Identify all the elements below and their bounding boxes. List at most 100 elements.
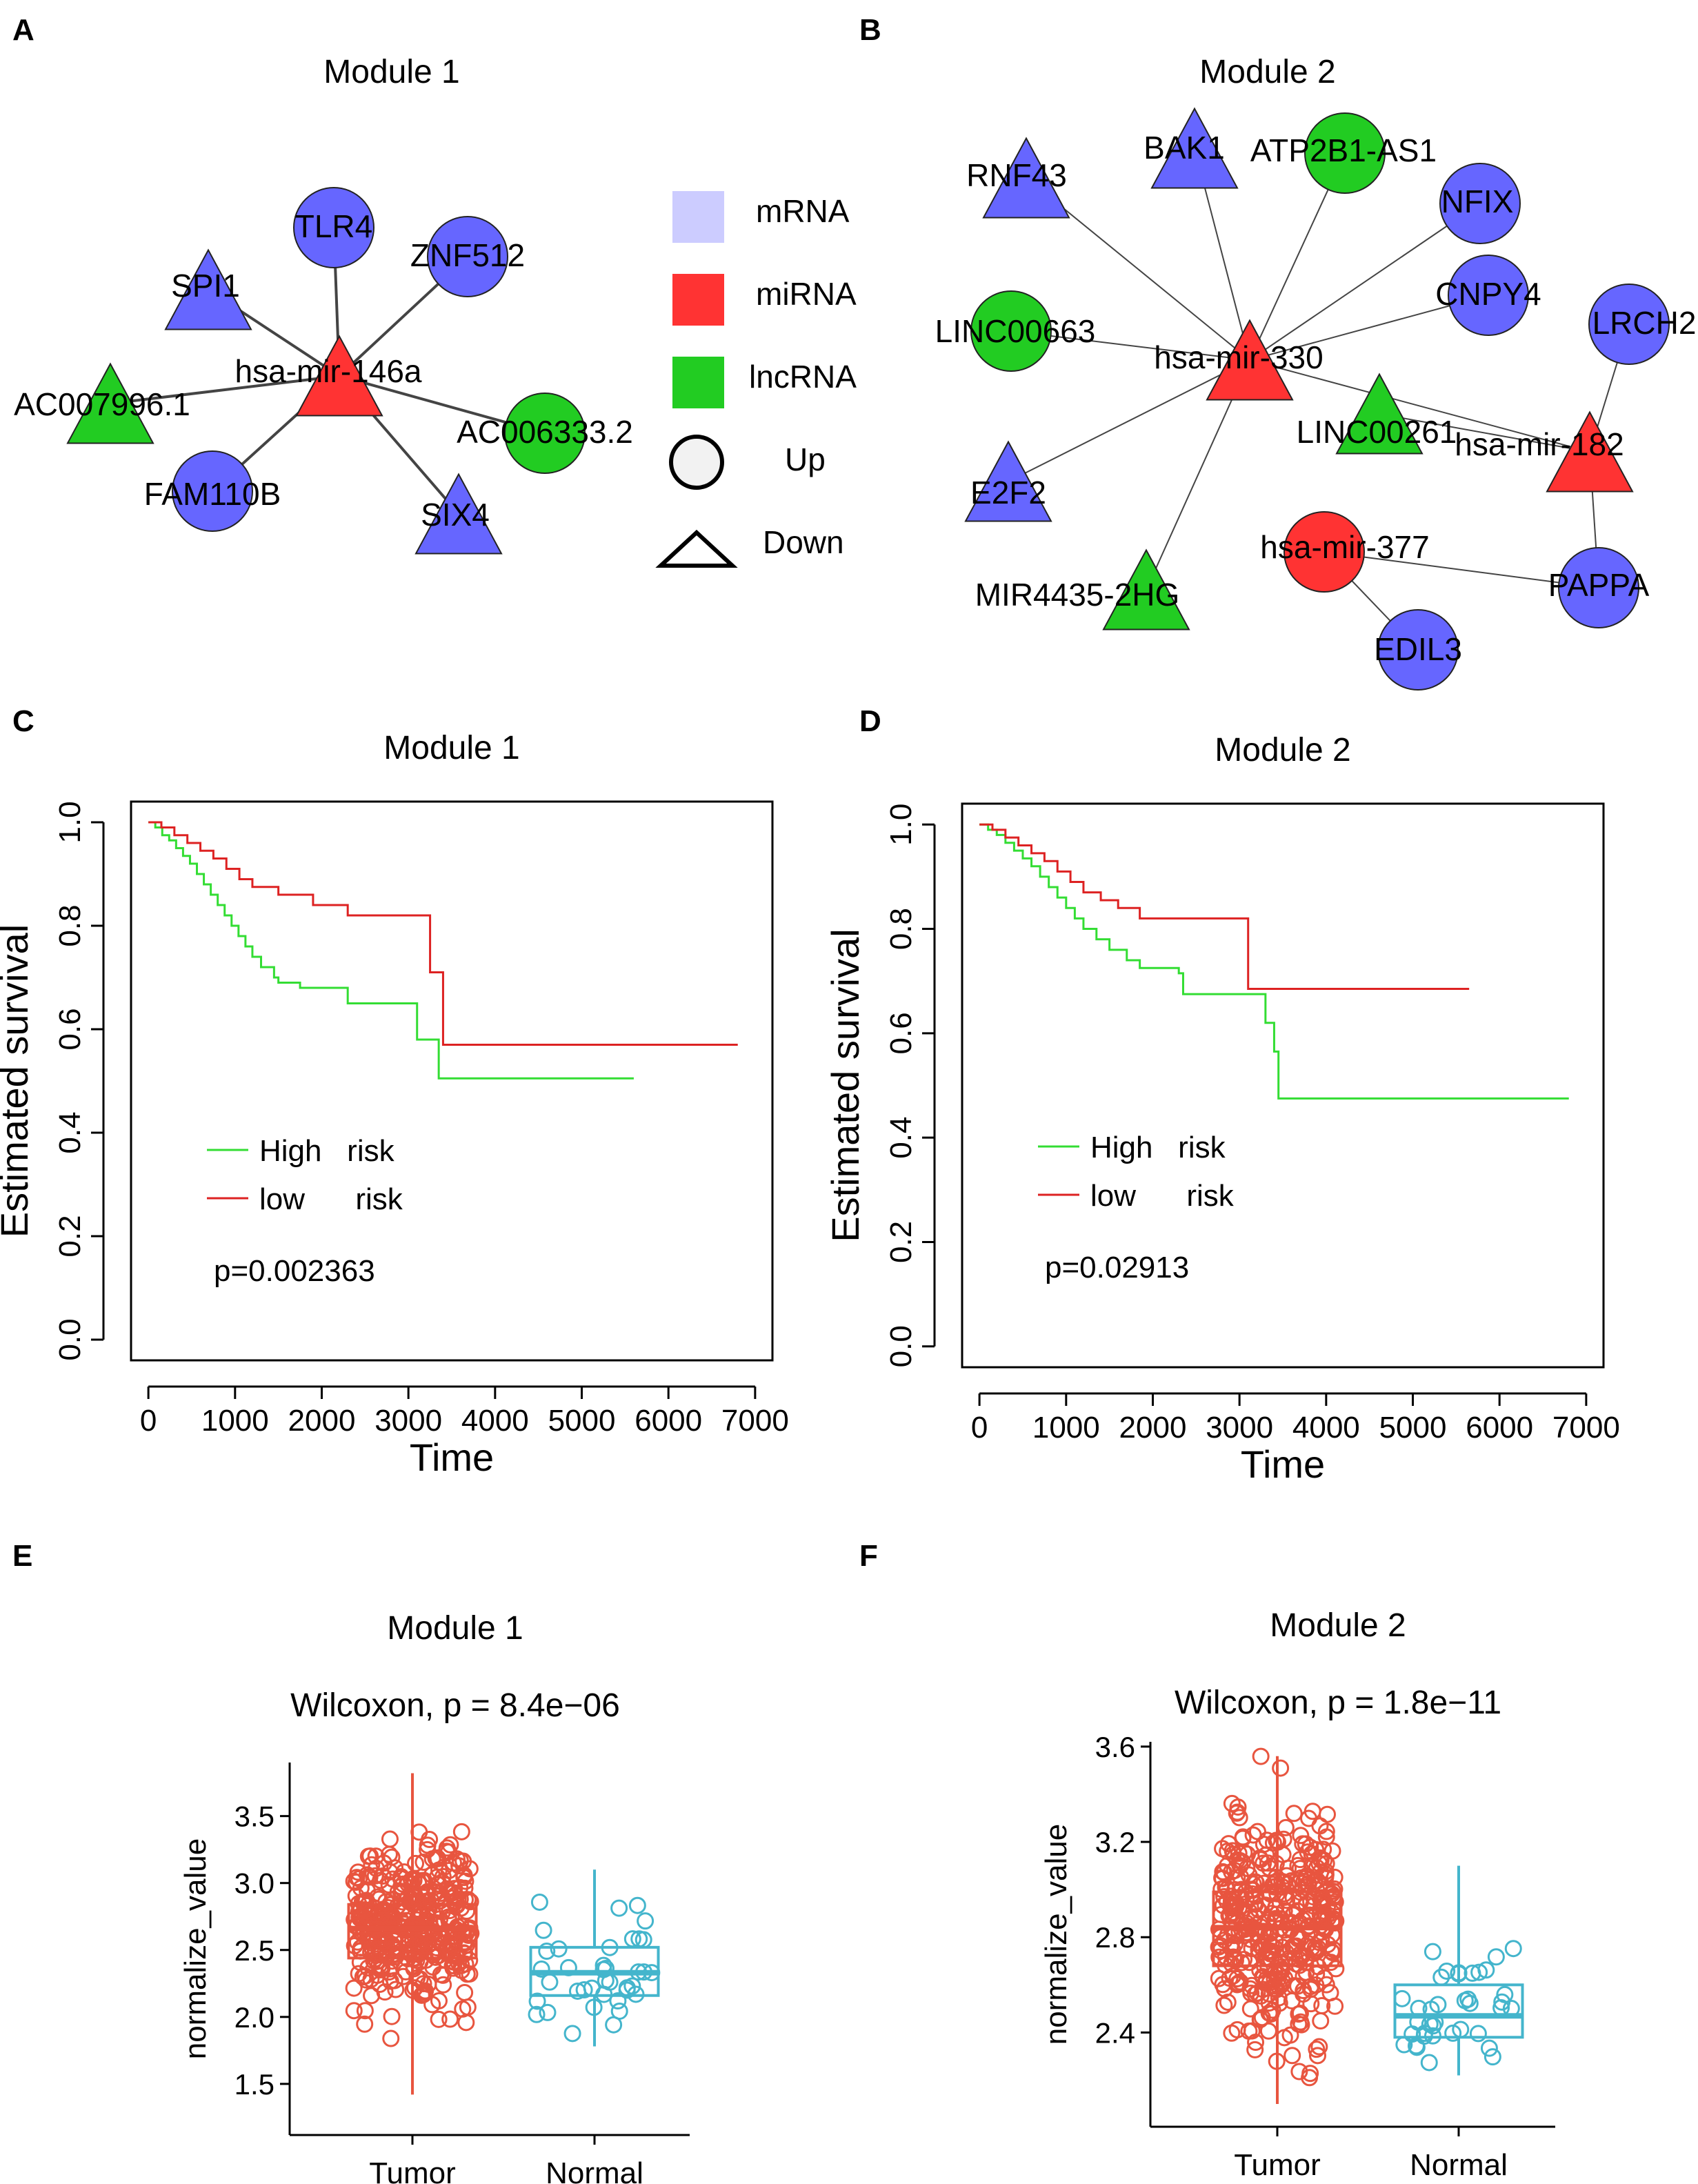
data-point-tumor (386, 1972, 403, 1989)
node-e2f2-triangle (964, 440, 1052, 522)
data-point-tumor (392, 1878, 410, 1896)
edge-hsa-mir-330-hsa-mir-182 (1249, 359, 1590, 453)
data-point-tumor (1307, 1840, 1325, 1858)
data-point-tumor (1257, 1896, 1275, 1914)
data-point-tumor (1257, 1949, 1275, 1967)
legend-label-high-risk: High risk (259, 1134, 395, 1168)
legend-lncrna-swatch (672, 357, 724, 408)
data-point-tumor (1255, 1854, 1272, 1872)
data-point-normal (595, 1960, 612, 1978)
data-point-tumor (1295, 1872, 1313, 1890)
data-point-tumor (1317, 1907, 1335, 1925)
data-point-tumor (368, 1931, 386, 1949)
data-point-tumor (347, 1887, 365, 1905)
data-point-tumor (1308, 2041, 1326, 2058)
x-tick-label: 2000 (288, 1404, 356, 1438)
node-fam110b-circle (172, 450, 253, 532)
data-point-tumor (1217, 1948, 1235, 1966)
x-tick-label: 3000 (1206, 1411, 1273, 1445)
y-tick-label: 0.0 (53, 1318, 87, 1360)
node-label-lrch2: LRCH2 (1592, 305, 1697, 341)
data-point-tumor (1313, 1996, 1331, 2014)
data-point-normal (1424, 1943, 1441, 1960)
survival-plot-module-1: Module 1 0 1000 2000 3000 4000 5000 6000 7000 Tim… (0, 730, 789, 1479)
node-linc00261-triangle (1335, 373, 1424, 455)
y-tick-label: 0.6 (884, 1012, 918, 1054)
boxplot-module-1: Module 1 Wilcoxon, p = 8.4e−06 1.5 2.0 2.5 3.… (179, 1610, 690, 2184)
plot-frame (961, 802, 1605, 1369)
data-point-tumor (1250, 1934, 1268, 1952)
y-tick-label: 0.6 (53, 1008, 87, 1050)
panel-a-title: Module 1 (323, 54, 459, 90)
legend-label-high-risk: High risk (1090, 1131, 1226, 1164)
data-point-tumor (1281, 2026, 1299, 2044)
points-normal (528, 1893, 661, 2043)
x-tick-label: 4000 (1292, 1411, 1360, 1445)
data-point-tumor (412, 1986, 430, 2004)
edge-hsa-mir-377-pappa (1324, 551, 1599, 588)
data-point-tumor (1308, 1872, 1326, 1889)
data-point-tumor (1252, 1937, 1270, 1955)
survival-legend: High risk low risk (1038, 1131, 1235, 1213)
data-point-tumor (419, 1836, 437, 1854)
data-point-tumor (459, 1998, 477, 2016)
node-linc00663-circle (970, 290, 1052, 372)
legend-mirna-swatch (672, 274, 724, 326)
data-point-tumor (441, 1936, 459, 1954)
data-point-normal (1477, 1961, 1495, 1979)
data-point-tumor (1268, 1831, 1286, 1849)
data-point-tumor (367, 1847, 385, 1865)
y-axis-title: Estimated survival (0, 924, 36, 1238)
x-tick-label: 2000 (1119, 1411, 1187, 1445)
data-point-tumor (1290, 1951, 1308, 1969)
km-curve-low-risk (148, 821, 738, 1046)
data-point-normal (528, 2005, 546, 2023)
node-label-edil3: EDIL3 (1374, 631, 1462, 667)
node-label-rnf43: RNF43 (966, 157, 1067, 193)
data-point-tumor (363, 1856, 381, 1874)
data-point-tumor (1243, 2022, 1261, 2040)
data-point-tumor (446, 1892, 464, 1910)
km-curve-high-risk (148, 821, 634, 1080)
node-mir4435-2hg-triangle (1102, 548, 1190, 631)
data-point-tumor (1267, 1898, 1285, 1916)
data-point-tumor (356, 1900, 374, 1918)
data-point-tumor (1252, 1987, 1270, 2005)
data-point-tumor (1290, 1946, 1308, 1964)
data-point-tumor (1243, 1881, 1261, 1899)
data-point-normal (528, 1992, 546, 2010)
node-label-linc00663: LINC00663 (935, 313, 1096, 349)
node-edil3-circle (1377, 609, 1459, 691)
data-point-tumor (1270, 1994, 1288, 2012)
data-point-normal (635, 1931, 652, 1949)
node-label-linc00261: LINC00261 (1297, 414, 1457, 450)
y-tick-label: 0.0 (884, 1325, 918, 1367)
y-tick-label: 1.5 (234, 2068, 274, 2101)
y-tick-label: 0.4 (53, 1111, 87, 1153)
x-tick-label-tumor: Tumor (1234, 2148, 1321, 2182)
data-point-tumor (1216, 1931, 1234, 1949)
data-point-tumor (1220, 1907, 1238, 1925)
y-axis-title: Estimated survival (823, 929, 867, 1242)
data-point-tumor (1319, 1897, 1337, 1915)
legend-mrna-swatch (672, 191, 724, 243)
data-point-tumor (1284, 2047, 1301, 2065)
x-tick-label: 3000 (374, 1404, 442, 1438)
data-point-tumor (377, 1931, 395, 1949)
data-point-tumor (350, 1870, 368, 1888)
boxplot-title: Module 1 (387, 1610, 523, 1647)
data-point-tumor (1307, 1976, 1325, 1994)
node-label-hsa-mir-330: hsa-mir-330 (1154, 339, 1323, 375)
node-rnf43-triangle (982, 137, 1070, 219)
data-point-tumor (356, 2002, 374, 2020)
data-point-tumor (359, 1868, 377, 1886)
data-point-tumor (435, 1976, 452, 1994)
data-point-tumor (1247, 2034, 1265, 2052)
data-point-tumor (417, 1952, 435, 1969)
node-label-ac006333-2: AC006333.2 (457, 414, 633, 450)
data-point-normal (1429, 1996, 1447, 2014)
data-point-tumor (441, 2010, 459, 2028)
data-point-tumor (1277, 1818, 1295, 1836)
data-point-normal (550, 1940, 568, 1958)
node-legend: mRNA miRNA lncRNA Up Down (655, 191, 857, 568)
